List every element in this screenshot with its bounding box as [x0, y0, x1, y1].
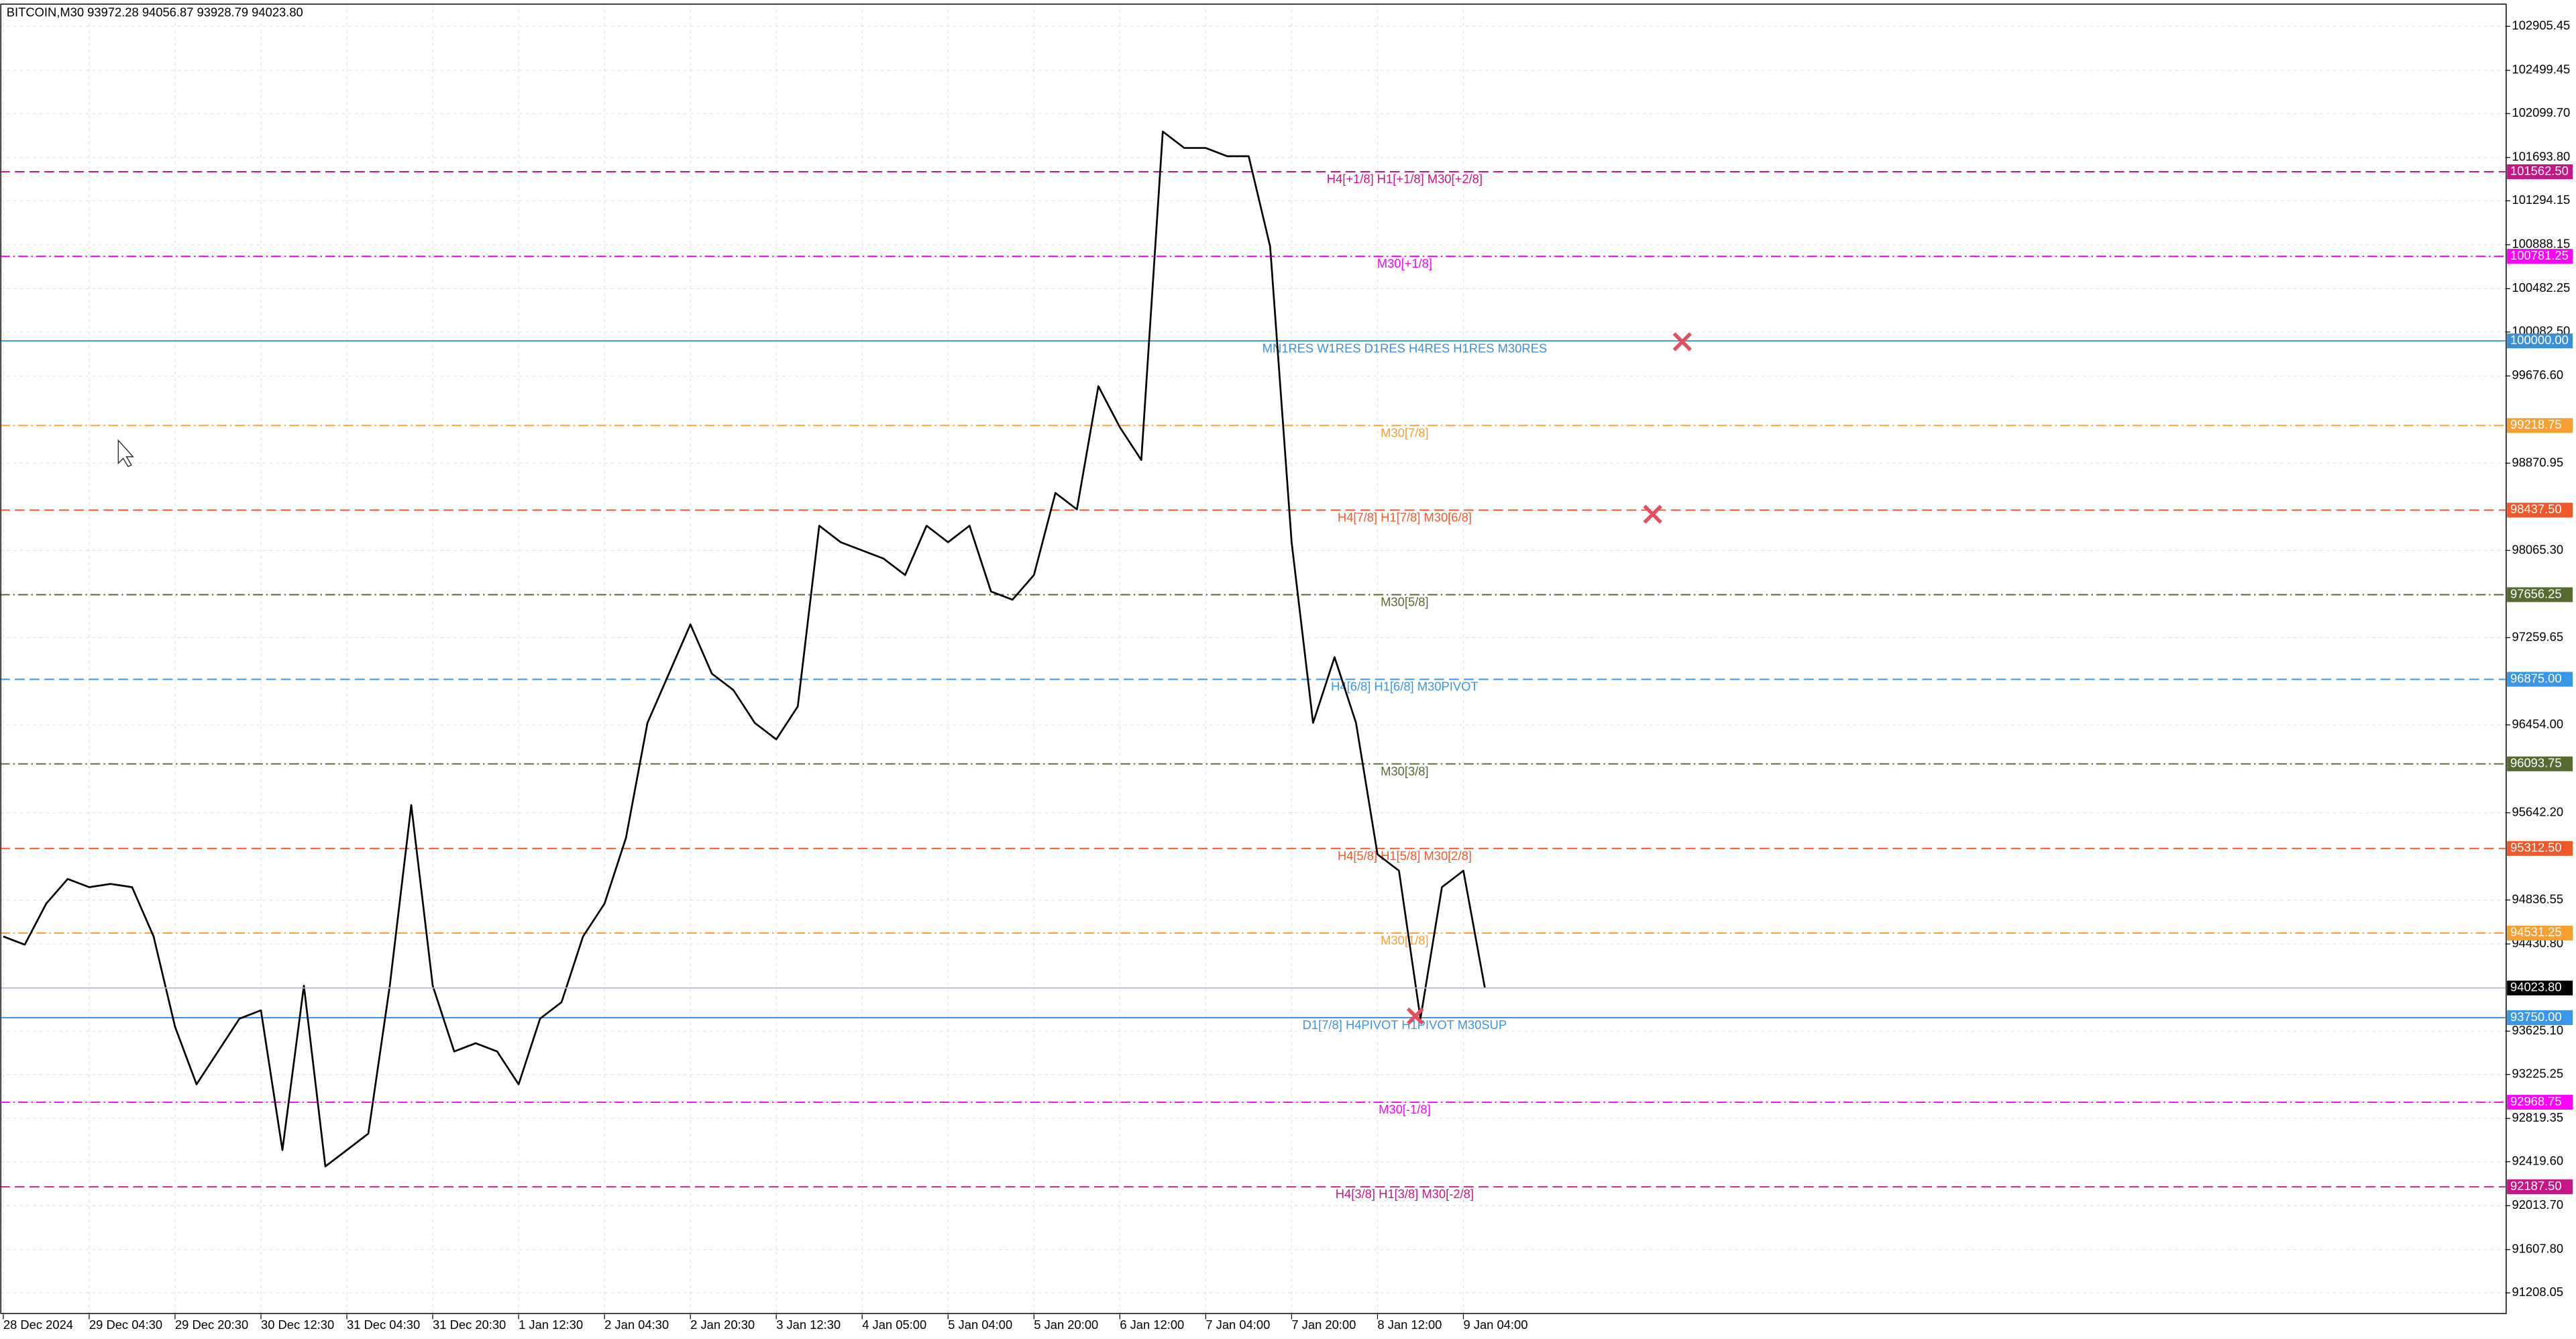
y-tick-label: 98065.30	[2512, 542, 2563, 556]
price-label: 95312.50	[2510, 841, 2562, 855]
x-tick-label: 7 Jan 04:00	[1205, 1318, 1270, 1332]
x-tick-label: 8 Jan 12:00	[1377, 1318, 1442, 1332]
x-tick-label: 3 Jan 12:30	[776, 1318, 841, 1332]
current-price-box	[2507, 980, 2573, 996]
price-label: 100000.00	[2510, 333, 2569, 347]
price-label: 96875.00	[2510, 671, 2562, 685]
x-tick-label: 29 Dec 20:30	[175, 1318, 248, 1332]
y-tick-label: 91208.05	[2512, 1285, 2563, 1299]
price-label-box	[2507, 333, 2573, 349]
x-tick-label: 31 Dec 20:30	[433, 1318, 506, 1332]
level-label: M30[7/8]	[1381, 425, 1428, 439]
y-tick-label: 101693.80	[2512, 150, 2570, 164]
price-label-box	[2507, 1095, 2573, 1110]
price-label: 94531.25	[2510, 925, 2562, 939]
level-label: D1[7/8] H4PIVOT H1PIVOT M30SUP	[1303, 1018, 1507, 1032]
price-label-box	[2507, 672, 2573, 687]
price-label: 97656.25	[2510, 586, 2562, 600]
y-tick-label: 99676.60	[2512, 368, 2563, 382]
y-tick-label: 93625.10	[2512, 1023, 2563, 1037]
price-label-box	[2507, 756, 2573, 771]
y-tick-label: 92419.60	[2512, 1154, 2563, 1168]
chart-title: BITCOIN,M30 93972.28 94056.87 93928.79 9…	[7, 5, 303, 19]
level-label: H4[7/8] H1[7/8] M30[6/8]	[1338, 510, 1472, 524]
y-tick-label: 92819.35	[2512, 1110, 2563, 1124]
x-tick-label: 28 Dec 2024	[3, 1318, 73, 1332]
cursor	[117, 439, 135, 468]
y-tick-label: 100482.25	[2512, 280, 2570, 294]
price-label: 93750.00	[2510, 1010, 2562, 1024]
y-tick-label: 102905.45	[2512, 18, 2570, 32]
cross-marker	[1672, 332, 1692, 352]
cross-marker	[1406, 1007, 1424, 1025]
price-label: 98437.50	[2510, 502, 2562, 516]
y-tick-label: 102099.70	[2512, 105, 2570, 119]
level-label: M30[1/8]	[1381, 933, 1428, 947]
x-tick-label: 30 Dec 12:30	[261, 1318, 334, 1332]
price-label-box	[2507, 1010, 2573, 1025]
level-label: M30[3/8]	[1381, 764, 1428, 778]
price-label: 100781.25	[2510, 248, 2569, 262]
grid: 102905.45 102499.45 102099.70 101693.80 1012…	[0, 3, 2570, 1332]
price: 94023.80	[0, 130, 2573, 1168]
price-label: 99218.75	[2510, 417, 2562, 431]
y-tick-label: 95642.20	[2512, 804, 2563, 818]
level-label: H4[5/8] H1[5/8] M30[2/8]	[1338, 849, 1472, 863]
level-label: MN1RES W1RES D1RES H4RES H1RES M30RES	[1263, 341, 1547, 355]
price-line	[3, 130, 1486, 1168]
x-tick-label: 6 Jan 12:00	[1120, 1318, 1184, 1332]
price-label: 92187.50	[2510, 1179, 2562, 1193]
y-tick-label: 102499.45	[2512, 62, 2570, 76]
cross-markers	[1406, 332, 1692, 1025]
price-label-box	[2507, 841, 2573, 856]
price-label: 92968.75	[2510, 1094, 2562, 1108]
level-label: H4[6/8] H1[6/8] M30PIVOT	[1331, 680, 1478, 694]
y-tick-label: 91607.80	[2512, 1242, 2563, 1256]
price-label-box	[2507, 249, 2573, 264]
x-tick-label: 1 Jan 12:30	[519, 1318, 583, 1332]
x-tick-label: 31 Dec 04:30	[347, 1318, 420, 1332]
y-tick-label: 93225.25	[2512, 1067, 2563, 1081]
y-tick-label: 92013.70	[2512, 1197, 2563, 1212]
level-label: H4[3/8] H1[3/8] M30[-2/8]	[1336, 1187, 1474, 1201]
x-tick-label: 2 Jan 20:30	[690, 1318, 755, 1332]
x-tick-label: 5 Jan 20:00	[1034, 1318, 1098, 1332]
level-label: H4[+1/8] H1[+1/8] M30[+2/8]	[1327, 172, 1483, 186]
y-tick-label: 94836.55	[2512, 892, 2563, 906]
level-label: M30[5/8]	[1381, 595, 1428, 609]
x-tick-label: 9 Jan 04:00	[1463, 1318, 1527, 1332]
level-label: M30[-1/8]	[1379, 1102, 1431, 1116]
x-tick-label: 29 Dec 04:30	[89, 1318, 162, 1332]
plot-frame	[0, 3, 2507, 1314]
price-label-box	[2507, 925, 2573, 941]
y-tick-label: 98870.95	[2512, 455, 2563, 469]
x-tick-label: 5 Jan 04:00	[948, 1318, 1012, 1332]
x-tick-label: 2 Jan 04:30	[604, 1318, 669, 1332]
levels: H4[+1/8] H1[+1/8] M30[+2/8] 101562.50 M30[…	[0, 164, 2573, 1201]
current-price-label: 94023.80	[2510, 980, 2562, 994]
y-tick-label: 96454.00	[2512, 716, 2563, 731]
price-label-box	[2507, 418, 2573, 433]
price-label-box	[2507, 164, 2573, 180]
cross-marker	[1643, 504, 1662, 524]
price-label: 101562.50	[2510, 164, 2569, 178]
price-label-box	[2507, 1179, 2573, 1195]
price-label: 96093.75	[2510, 756, 2562, 770]
y-tick-label: 100888.15	[2512, 237, 2570, 251]
y-tick-label: 101294.15	[2512, 193, 2570, 207]
price-label-box	[2507, 502, 2573, 518]
level-label: M30[+1/8]	[1377, 256, 1432, 270]
y-tick-label: 97259.65	[2512, 629, 2563, 643]
price-label-box	[2507, 587, 2573, 602]
x-tick-label: 7 Jan 20:00	[1291, 1318, 1356, 1332]
x-tick-label: 4 Jan 05:00	[862, 1318, 926, 1332]
